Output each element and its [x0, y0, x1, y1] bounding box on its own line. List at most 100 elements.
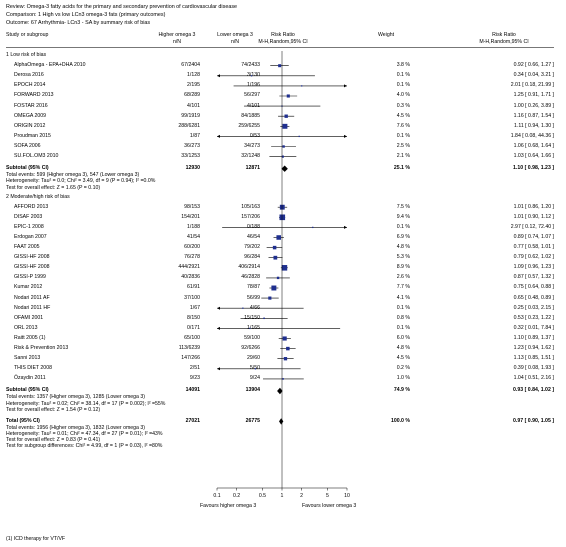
study-ci-text: 1.10 [ 0.89, 1.37 ] [513, 334, 554, 341]
ctl-events: 1/165 [247, 324, 260, 331]
study-name: AlphaOmega - EPA+DHA 2010 [14, 62, 86, 69]
ctl-events: 34/273 [244, 142, 260, 149]
comparison-title: Comparison: 1 High vs low LCn3 omega-3 f… [6, 12, 166, 18]
ctl-events: 406/2914 [238, 264, 260, 271]
footnote: (1) ICD therapy for VT/VF [6, 536, 66, 542]
study-marker [283, 357, 288, 361]
study-marker [312, 226, 314, 229]
study-ci-text: 1.11 [ 0.94, 1.30 ] [514, 122, 554, 129]
ctl-events: 9/24 [249, 375, 260, 382]
subgroup-effect-test: Test for overall effect: Z = 1.54 (P = 0… [6, 406, 101, 413]
ctl-events: 46/54 [247, 233, 260, 240]
study-marker [279, 204, 285, 210]
study-ci-text: 0.77 [ 0.58, 1.01 ] [513, 244, 554, 250]
exp-events: 444/2921 [178, 264, 200, 271]
total-ci-text: 0.97 [ 0.90, 1.05 ] [513, 417, 554, 424]
ctl-events: 32/1248 [241, 153, 260, 159]
ci-arrow-right [344, 225, 347, 229]
ci-arrow-left [217, 326, 220, 330]
study-name: ORIGIN 2012 [14, 122, 46, 129]
ctl-events: 59/100 [244, 334, 260, 341]
x-tick-label: 0.5 [258, 493, 267, 499]
study-weight: 0.1 % [396, 82, 410, 89]
exp-events: 288/6281 [178, 122, 200, 129]
exp-events: 61/91 [187, 284, 200, 291]
x-tick-label: 0.2 [232, 493, 241, 499]
exp-events: 68/289 [184, 92, 200, 99]
study-ci-text: 2.01 [ 0.18, 21.99 ] [510, 82, 554, 89]
study-ci-text: 1.13 [ 0.85, 1.51 ] [513, 355, 554, 362]
study-marker [282, 378, 284, 380]
study-name: SOFA 2006 [14, 142, 41, 149]
study-name: Risk & Prevention 2013 [14, 345, 69, 351]
col-method-text: M-H,Random,95% CI [479, 39, 529, 45]
x-tick-label: 5 [325, 493, 329, 499]
study-marker [271, 285, 277, 291]
ctl-events: 3/130 [247, 72, 260, 79]
study-ci-text: 2.97 [ 0.12, 72.40 ] [510, 223, 554, 230]
ctl-events: 0/188 [247, 223, 260, 230]
header-rule [6, 47, 554, 48]
study-ci-text: 0.92 [ 0.66, 1.27 ] [513, 62, 554, 69]
study-name: ORL 2013 [14, 324, 38, 331]
study-name: Derosa 2016 [14, 72, 44, 79]
study-weight: 6.0 % [396, 334, 410, 341]
col-rr-text: Risk Ratio [492, 32, 516, 38]
ctl-events: 84/1885 [241, 112, 260, 119]
x-tick-label: 10 [344, 493, 350, 499]
ctl-events: 105/163 [241, 203, 260, 210]
study-weight: 9.4 % [396, 213, 410, 220]
ci-arrow-left [217, 134, 220, 138]
study-name: Sanni 2013 [14, 355, 41, 362]
ci-arrow-right [344, 84, 347, 88]
exp-events: 37/100 [184, 294, 200, 301]
subgroup-events: Total events: 599 (Higher omega 3), 547 … [6, 172, 140, 179]
study-marker [282, 336, 287, 341]
exp-events: 99/1919 [181, 112, 200, 119]
study-ci-text: 0.79 [ 0.62, 1.02 ] [513, 254, 554, 261]
study-marker [273, 255, 278, 260]
total-label: Total (95% CI) [6, 417, 40, 424]
exp-events: 4/101 [187, 102, 200, 109]
exp-events: 0/171 [187, 324, 200, 331]
study-ci-text: 1.09 [ 0.96, 1.23 ] [513, 264, 554, 271]
study-ci-text: 0.39 [ 0.08, 1.93 ] [513, 365, 554, 372]
ctl-events: 46/2828 [241, 274, 260, 281]
study-weight: 4.5 % [396, 355, 410, 362]
ctl-events: 1/196 [247, 82, 260, 89]
study-name: Proudman 2015 [14, 132, 51, 139]
ci-arrow-left [217, 74, 220, 78]
ctl-events: 15/150 [244, 314, 260, 321]
study-weight: 0.1 % [396, 324, 410, 331]
col-ctl: Lower omega 3 [217, 32, 253, 38]
exp-events: 33/1253 [181, 153, 200, 159]
study-weight: 2.6 % [396, 274, 410, 281]
ctl-events: 56/99 [247, 294, 260, 301]
study-name: AFFORD 2013 [14, 203, 49, 210]
study-marker [249, 327, 251, 330]
exp-events: 113/6239 [178, 345, 200, 351]
study-weight: 4.8 % [396, 244, 410, 250]
subtotal-weight: 25.1 % [393, 165, 410, 172]
x-tick-label: 0.1 [213, 493, 221, 499]
study-weight: 1.0 % [396, 375, 410, 382]
ctl-events: 79/202 [244, 244, 260, 250]
subtotal-ci-text: 1.10 [ 0.98, 1.23 ] [513, 165, 554, 172]
ctl-events: 0/53 [249, 132, 260, 139]
study-weight: 2.1 % [396, 153, 410, 159]
study-weight: 4.5 % [396, 112, 410, 119]
outcome-title: Outcome: 67 Arrhythmia- LCn3 - SA by sum… [6, 20, 151, 26]
study-weight: 0.8 % [396, 314, 410, 321]
study-ci-text: 1.06 [ 0.68, 1.64 ] [513, 142, 554, 149]
total-diamond [279, 418, 284, 425]
subgroup-differences-test: Test for subgroup differences: Chi² = 4.… [6, 443, 163, 450]
study-marker [276, 235, 281, 240]
study-name: EPOCH 2014 [14, 82, 46, 89]
study-name: OMEGA 2009 [14, 112, 47, 119]
col-study: Study or subgroup [6, 32, 49, 38]
study-marker [276, 276, 280, 280]
study-name: GISSI-HF 2008 [14, 254, 50, 261]
exp-events: 147/266 [181, 355, 200, 362]
subtotal-label: Subtotal (95% CI) [6, 165, 49, 172]
study-marker [282, 123, 288, 129]
